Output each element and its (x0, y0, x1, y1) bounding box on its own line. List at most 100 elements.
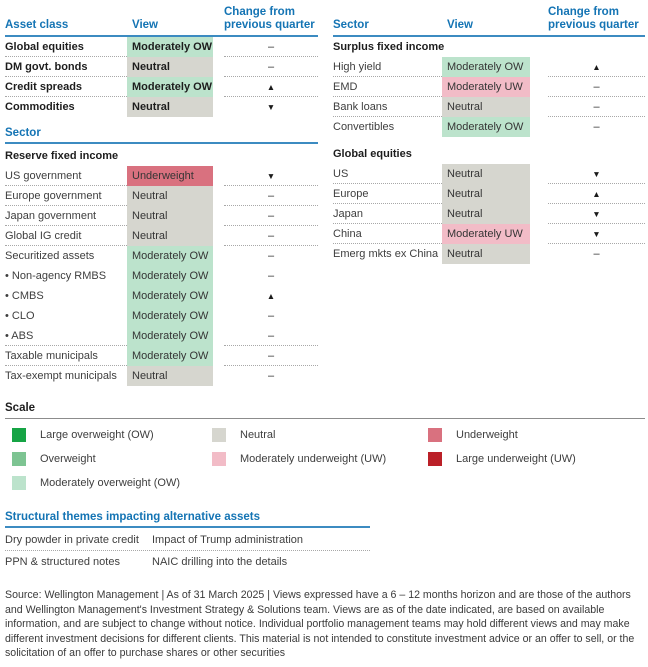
theme-row: PPN & structured notes NAIC drilling into… (5, 551, 370, 572)
column-header-change: Change from previous quarter (548, 6, 639, 32)
table-row: Securitized assets Moderately OW – (5, 246, 318, 266)
table-row: DM govt. bonds Neutral – (5, 57, 318, 77)
row-label: Securitized assets (5, 250, 95, 262)
row-label: Europe (333, 184, 442, 204)
table-row: Convertibles Moderately OW – (333, 117, 645, 137)
table-row: Bank loans Neutral – (333, 97, 645, 117)
group-label-global-equities: Global equities (333, 148, 412, 160)
row-label: US government (5, 166, 127, 186)
asset-class-table-header: Asset class View Change from previous qu… (5, 6, 318, 37)
table-row: US Neutral ▼ (333, 164, 645, 184)
sector-table: Sector View Change from previous quarter… (333, 6, 645, 264)
table-row: High yield Moderately OW ▲ (333, 57, 645, 77)
view-cell: Moderately OW (127, 77, 213, 97)
legend-column: Neutral Moderately underweight (UW) (212, 427, 386, 475)
row-label: Global IG credit (5, 226, 127, 246)
view-cell: Moderately OW (127, 286, 213, 306)
structural-themes-section: Structural themes impacting alternative … (5, 511, 370, 572)
change-no-change-dash: – (224, 226, 318, 246)
legend-column: Large overweight (OW) Overweight Moderatel… (12, 427, 180, 499)
legend-swatch-ow (12, 451, 26, 466)
legend-item: Large underweight (UW) (428, 451, 576, 466)
view-cell: Neutral (442, 204, 530, 224)
row-label: Tax-exempt municipals (5, 370, 117, 382)
legend-swatch-luw (428, 451, 442, 466)
table-row: • Non-agency RMBS Moderately OW – (5, 266, 318, 286)
view-cell: Neutral (442, 244, 530, 264)
row-label: US (333, 164, 442, 184)
table-row: EMD Moderately UW – (333, 77, 645, 97)
theme-cell: Dry powder in private credit (5, 534, 139, 546)
group-label-reserve-fixed-income: Reserve fixed income (5, 150, 119, 162)
legend-column: Underweight Large underweight (UW) (428, 427, 576, 475)
surplus-fixed-income-rows: High yield Moderately OW ▲ EMD Moderately UW… (333, 57, 645, 137)
asset-class-table: Asset class View Change from previous qu… (5, 6, 318, 386)
change-down-arrow-icon: ▼ (266, 102, 276, 112)
view-cell: Moderately OW (127, 346, 213, 366)
view-cell: Neutral (127, 366, 213, 386)
row-label: Global equities (5, 37, 127, 57)
row-label: • CMBS (5, 290, 44, 302)
row-label: DM govt. bonds (5, 57, 127, 77)
change-up-arrow-icon: ▲ (548, 57, 645, 77)
row-label: • CLO (5, 310, 35, 322)
change-down-arrow-icon: ▼ (224, 166, 318, 186)
change-up-arrow-icon: ▲ (224, 77, 318, 97)
row-label: Japan (333, 204, 442, 224)
legend-swatch-neu (212, 427, 226, 442)
change-no-change-dash: – (224, 57, 318, 77)
change-no-change-dash: – (224, 37, 318, 57)
view-cell: Moderately OW (442, 57, 530, 77)
legend-item: Underweight (428, 427, 576, 442)
change-no-change-dash: – (224, 186, 318, 206)
theme-row: Dry powder in private credit Impact of Tr… (5, 530, 370, 551)
row-label: Convertibles (333, 121, 395, 133)
change-down-arrow-icon: ▼ (548, 164, 645, 184)
change-no-change-dash: – (267, 270, 275, 282)
change-no-change-dash: – (593, 248, 600, 260)
change-up-arrow-icon: ▲ (548, 184, 645, 204)
theme-cell: Impact of Trump administration (152, 534, 304, 546)
view-cell: Moderately OW (127, 246, 213, 266)
view-cell: Moderately OW (127, 266, 213, 286)
table-row: • CLO Moderately OW – (5, 306, 318, 326)
legend-swatch-mow (12, 475, 26, 490)
change-no-change-dash: – (593, 121, 600, 133)
row-label: • ABS (5, 326, 127, 346)
change-no-change-dash: – (224, 206, 318, 226)
table-row: Credit spreads Moderately OW ▲ (5, 77, 318, 97)
table-row: Emerg mkts ex China Neutral – (333, 244, 645, 264)
global-equities-rows: US Neutral ▼ Europe Neutral ▲ Japan Neutral ▼ Chi… (333, 164, 645, 264)
legend-label: Neutral (240, 428, 276, 441)
view-cell: Moderately UW (442, 77, 530, 97)
change-down-arrow-icon: ▼ (548, 224, 645, 244)
table-row: Japan government Neutral – (5, 206, 318, 226)
view-cell: Neutral (442, 97, 530, 117)
table-row: Tax-exempt municipals Neutral – (5, 366, 318, 386)
table-row: Global IG credit Neutral – (5, 226, 318, 246)
table-row: Japan Neutral ▼ (333, 204, 645, 224)
scale-title: Scale (5, 402, 645, 419)
legend-label: Overweight (40, 452, 96, 465)
source-disclaimer-text: Source: Wellington Management | As of 31… (5, 589, 635, 659)
table-row: Taxable municipals Moderately OW – (5, 346, 318, 366)
view-cell: Moderately OW (127, 37, 213, 57)
column-header-asset-class: Asset class (5, 19, 69, 32)
legend-item: Overweight (12, 451, 180, 466)
row-label: China (333, 224, 442, 244)
change-no-change-dash: – (548, 97, 645, 117)
group-label-surplus-fixed-income: Surplus fixed income (333, 41, 445, 53)
structural-themes-rows: Dry powder in private credit Impact of Tr… (5, 530, 370, 572)
change-no-change-dash: – (224, 346, 318, 366)
theme-cell: PPN & structured notes (5, 555, 120, 568)
table-row: Europe Neutral ▲ (333, 184, 645, 204)
structural-themes-title: Structural themes impacting alternative … (5, 511, 370, 528)
view-cell: Neutral (127, 206, 213, 226)
legend-item: Large overweight (OW) (12, 427, 180, 442)
legend-item: Moderately underweight (UW) (212, 451, 386, 466)
legend-label: Underweight (456, 428, 518, 441)
view-cell: Neutral (127, 57, 213, 77)
column-header-view: View (447, 19, 473, 32)
table-row: Europe government Neutral – (5, 186, 318, 206)
legend-item: Moderately overweight (OW) (12, 475, 180, 490)
